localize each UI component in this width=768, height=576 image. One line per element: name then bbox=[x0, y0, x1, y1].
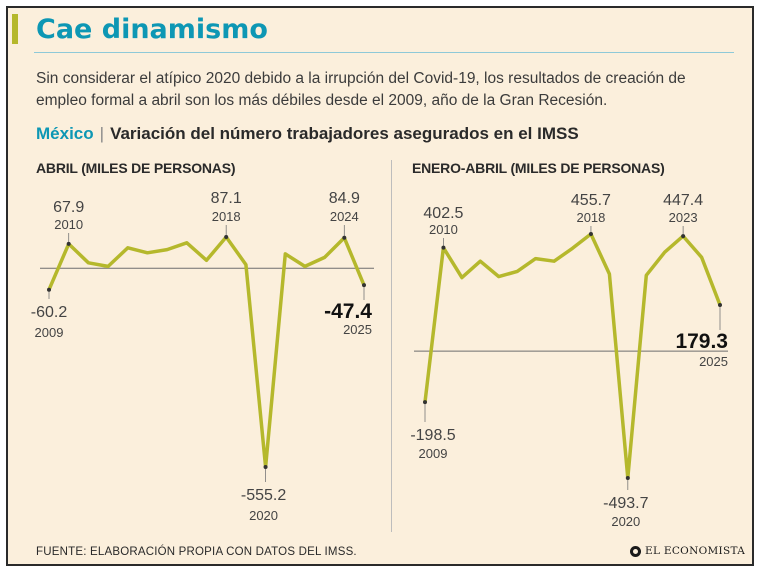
data-point-2025 bbox=[718, 303, 722, 308]
data-point-2018 bbox=[588, 232, 593, 236]
subtitle: Sin considerar el atípico 2020 debido a … bbox=[36, 70, 686, 109]
series-line-0 bbox=[47, 235, 366, 469]
data-label-2010: 402.5 bbox=[423, 205, 463, 222]
page-title: Cae dinamismo bbox=[36, 14, 268, 45]
chart-title-april: ABRIL (MILES DE PERSONAS) bbox=[36, 160, 236, 176]
data-point-2025 bbox=[362, 283, 366, 288]
data-label-2020: -555.2 bbox=[241, 487, 286, 504]
data-label-2025: 179.3 bbox=[675, 330, 728, 353]
data-label-2010: 67.9 bbox=[53, 199, 84, 216]
source-note: FUENTE: ELABORACIÓN PROPIA CON DATOS DEL… bbox=[36, 546, 357, 558]
data-point-2020 bbox=[625, 476, 630, 480]
year-label-2009: 2009 bbox=[419, 446, 448, 461]
data-point-2018 bbox=[224, 235, 229, 239]
section-country: México bbox=[36, 124, 94, 143]
series-line-1 bbox=[423, 232, 722, 480]
year-label-2009: 2009 bbox=[35, 325, 64, 340]
year-label-2025: 2025 bbox=[343, 322, 372, 337]
section-separator: | bbox=[99, 124, 105, 143]
year-label-2025: 2025 bbox=[699, 354, 728, 369]
year-label-2024: 2024 bbox=[330, 209, 359, 224]
year-label-2020: 2020 bbox=[249, 508, 278, 523]
data-point-2009 bbox=[423, 400, 427, 405]
logo-text: EL ECONOMISTA bbox=[645, 545, 746, 557]
circle-logo-icon bbox=[630, 545, 641, 557]
data-point-2010 bbox=[441, 245, 446, 250]
section-heading: Variación del número trabajadores asegur… bbox=[110, 124, 579, 143]
data-label-2009: -198.5 bbox=[410, 427, 455, 444]
year-label-2020: 2020 bbox=[611, 514, 640, 529]
year-label-2010: 2010 bbox=[429, 222, 458, 237]
data-label-2024: 84.9 bbox=[329, 190, 360, 207]
year-label-2018: 2018 bbox=[212, 209, 241, 224]
title-accent-bar bbox=[12, 14, 18, 44]
panel-divider bbox=[391, 160, 392, 532]
year-label-2010: 2010 bbox=[54, 217, 83, 232]
publisher-logo: EL ECONOMISTA bbox=[630, 545, 745, 557]
data-label-2018: 87.1 bbox=[211, 190, 242, 207]
data-label-2025: -47.4 bbox=[324, 300, 372, 323]
data-point-2010 bbox=[66, 241, 71, 246]
section-title: México | Variación del número trabajadores… bbox=[36, 124, 579, 144]
data-label-2018: 455.7 bbox=[571, 192, 611, 209]
data-label-2023: 447.4 bbox=[663, 192, 703, 209]
data-point-2020 bbox=[263, 465, 268, 469]
data-point-2024 bbox=[342, 235, 347, 240]
data-label-2020: -493.7 bbox=[603, 495, 648, 512]
chart-title-jan-apr: ENERO-ABRIL (MILES DE PERSONAS) bbox=[412, 160, 665, 176]
data-point-2023 bbox=[681, 234, 686, 239]
title-divider bbox=[34, 52, 734, 53]
data-label-2009: -60.2 bbox=[31, 304, 68, 321]
data-point-2009 bbox=[47, 287, 51, 292]
year-label-2023: 2023 bbox=[669, 210, 698, 225]
year-label-2018: 2018 bbox=[576, 210, 605, 225]
